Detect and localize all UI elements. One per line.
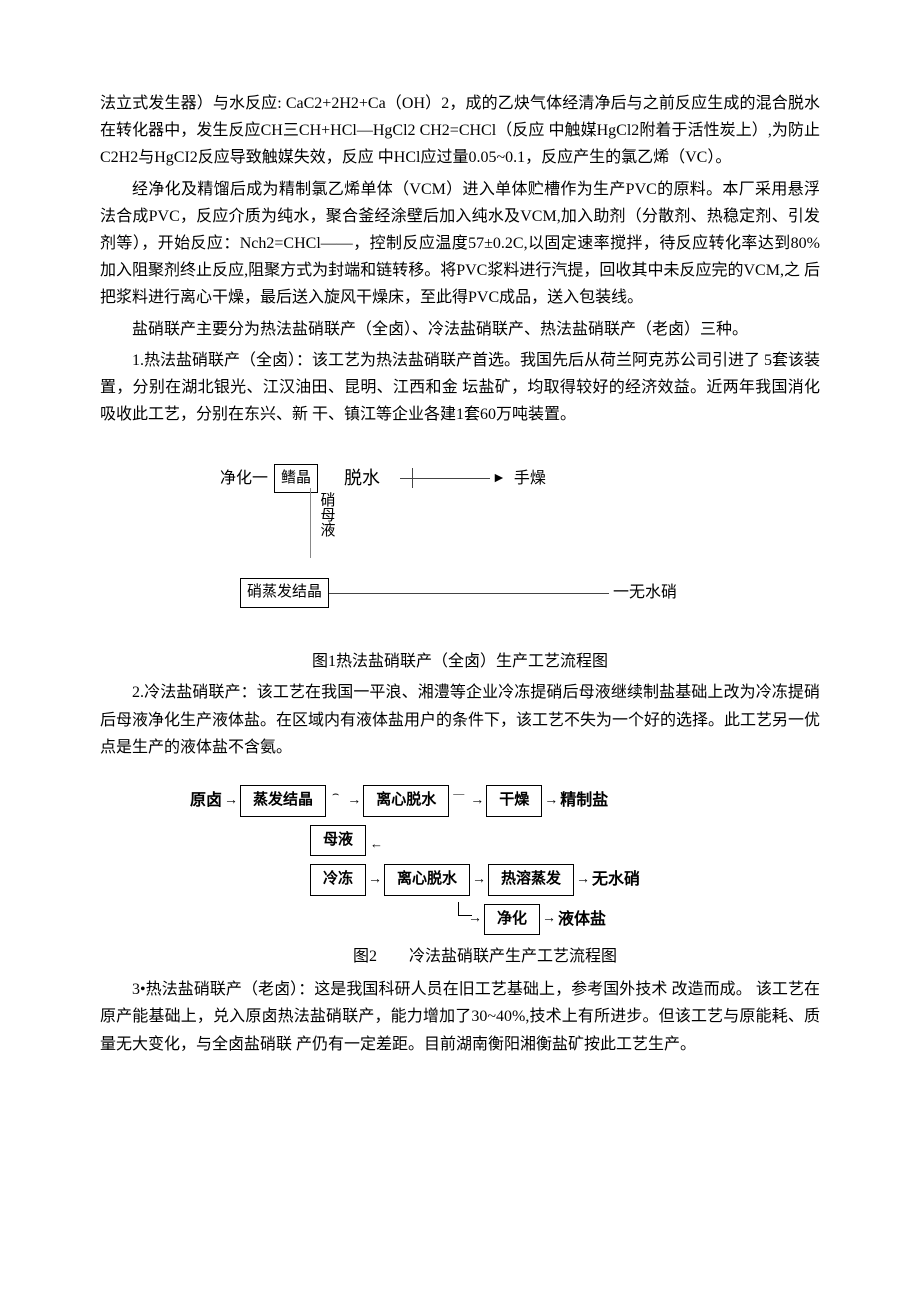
fig2-box-dry: 干燥: [486, 785, 542, 817]
fig2-box-freeze: 冷冻: [310, 864, 366, 896]
paragraph-1: 法立式发生器）与水反应: CaC2+2H2+Ca（OH）2，成的乙炔气体经清净后…: [100, 90, 820, 172]
fig2-box-purify: 净化: [484, 904, 540, 936]
fig2-input-label: 原卤: [190, 787, 222, 814]
figure-1: 净化一 鳍晶 脱水 ► 手燥 硝母液 硝蒸发结晶 一无水硝: [220, 458, 700, 638]
fig2-row1: 原卤 → 蒸发结晶 ⌢ → 离心脱水 — → 干燥 → 精制盐: [190, 785, 730, 817]
fig2-box-mother: 母液: [310, 825, 366, 857]
fig2-row2: 冷冻 → 离心脱水 → 热溶蒸发 → 无水硝: [310, 864, 730, 896]
arrow-icon: →: [224, 789, 238, 813]
fig1-vertical-line: [310, 488, 311, 558]
fig2-output1: 精制盐: [560, 787, 608, 814]
figure2-caption: 图2 冷法盐硝联产生产工艺流程图: [150, 943, 820, 970]
paragraph-3: 盐硝联产主要分为热法盐硝联产（全卤）、冷法盐硝联产、热法盐硝联产（老卤）三种。: [100, 316, 820, 343]
arrow-icon: →: [368, 868, 382, 892]
connector-icon: ←: [370, 833, 383, 855]
paragraph-5: 2.冷法盐硝联产：该工艺在我国一平浪、湘澧等企业冷冻提硝后母液继续制盐基础上改为…: [100, 679, 820, 761]
fig1-branch-line: [412, 468, 413, 488]
arrow-icon: →: [470, 789, 484, 813]
arrow-icon: →: [347, 789, 361, 813]
arrow-icon: —: [453, 785, 464, 804]
fig2-box-hotdissolve: 热溶蒸发: [488, 864, 574, 896]
figure-2: 原卤 → 蒸发结晶 ⌢ → 离心脱水 — → 干燥 → 精制盐 母液 ← 冷冻 …: [190, 785, 730, 935]
fig1-box-evap: 硝蒸发结晶: [240, 578, 329, 608]
fig2-box-evap: 蒸发结晶: [240, 785, 326, 817]
figure1-row2: 硝蒸发结晶 一无水硝: [240, 578, 677, 608]
fig2-box-centrifuge2: 离心脱水: [384, 864, 470, 896]
fig1-column-label: 硝母液: [313, 492, 339, 537]
fig1-dry-label: 手燥: [514, 465, 546, 492]
fig2-output3: 液体盐: [558, 906, 606, 933]
arrow-icon: →: [472, 868, 486, 892]
arrow-icon: →: [576, 868, 590, 892]
paragraph-2: 经净化及精馏后成为精制氯乙烯单体（VCM）进入单体贮槽作为生产PVC的原料。本厂…: [100, 176, 820, 312]
fig1-output2-label: 一无水硝: [613, 579, 677, 606]
figure1-caption: 图1热法盐硝联产（全卤）生产工艺流程图: [100, 648, 820, 675]
paragraph-4: 1.热法盐硝联产（全卤）：该工艺为热法盐硝联产首选。我国先后从荷兰阿克苏公司引进…: [100, 347, 820, 429]
fig2-row-mid: 母液 ←: [310, 825, 730, 857]
fig1-purify-label: 净化一: [220, 465, 268, 492]
arrow-icon: →: [544, 789, 558, 813]
fig1-arrow: ►: [492, 467, 506, 491]
fig1-line2: [329, 593, 609, 594]
fig1-dehydrate-label: 脱水: [344, 463, 380, 494]
fig2-output2: 无水硝: [592, 866, 640, 893]
fig1-box-jingjing: 鳍晶: [274, 464, 318, 494]
connector-icon: [458, 902, 472, 916]
fig1-connector: [400, 478, 490, 479]
figure1-row1: 净化一 鳍晶 脱水 ► 手燥: [220, 463, 546, 494]
fig2-box-centrifuge1: 离心脱水: [363, 785, 449, 817]
arrow-icon: ⌢: [332, 785, 339, 804]
paragraph-6: 3•热法盐硝联产（老卤）：这是我国科研人员在旧工艺基础上，参考国外技术 改造而成…: [100, 976, 820, 1058]
fig2-row3: → 净化 → 液体盐: [458, 904, 730, 936]
arrow-icon: →: [542, 907, 556, 931]
